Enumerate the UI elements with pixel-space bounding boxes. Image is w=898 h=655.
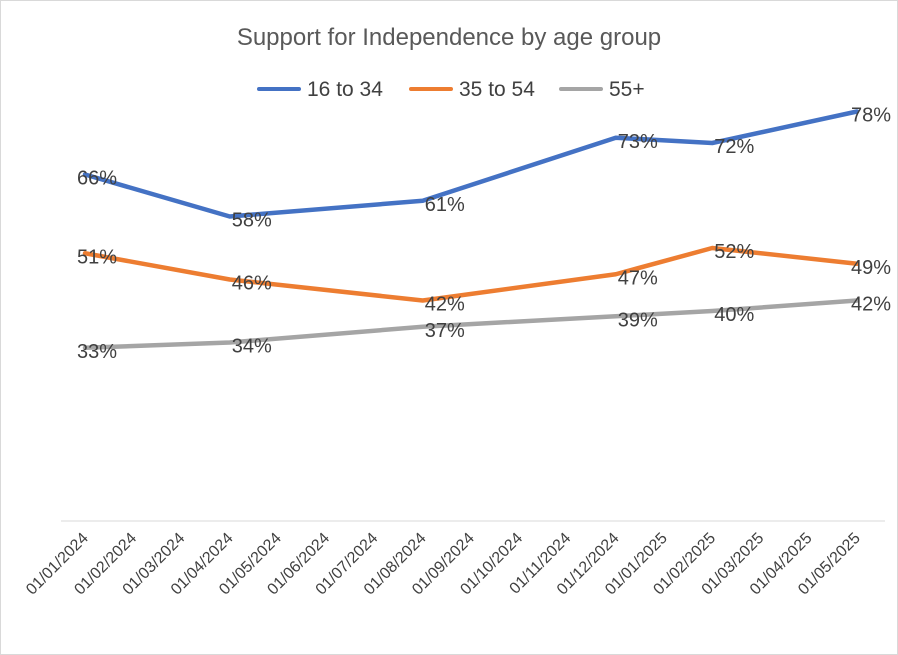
x-axis: 01/01/202401/02/202401/03/202401/04/2024… [23, 520, 885, 598]
data-label: 34% [232, 336, 272, 358]
data-labels: 66% 58% 61% 73% 72% 78% 51% 46% 42% 47% 52% 49% 33% 3… [77, 105, 891, 363]
data-label: 33% [77, 341, 117, 363]
data-label: 78% [851, 105, 891, 127]
series-line [82, 298, 860, 350]
data-label: 72% [714, 136, 754, 158]
data-label: 49% [851, 257, 891, 279]
data-label: 42% [851, 294, 891, 316]
legend-entry: 35 to 54 [459, 78, 535, 101]
data-label: 58% [232, 210, 272, 232]
legend-entry: 16 to 34 [307, 78, 383, 101]
data-label: 61% [425, 194, 465, 216]
data-label: 73% [618, 131, 658, 153]
legend-entry: 55+ [609, 78, 645, 101]
series-layer [82, 109, 860, 350]
data-label: 46% [232, 273, 272, 295]
data-label: 42% [425, 294, 465, 316]
data-label: 66% [77, 168, 117, 190]
data-label: 51% [77, 246, 117, 268]
series-line [82, 109, 860, 219]
series-line [82, 245, 860, 303]
chart-title: Support for Independence by age group [237, 24, 661, 51]
data-label: 39% [618, 309, 658, 331]
legend: 16 to 34 35 to 54 55+ [257, 78, 645, 101]
data-label: 37% [425, 320, 465, 342]
data-label: 52% [714, 241, 754, 263]
data-label: 47% [618, 267, 658, 289]
data-label: 40% [714, 304, 754, 326]
